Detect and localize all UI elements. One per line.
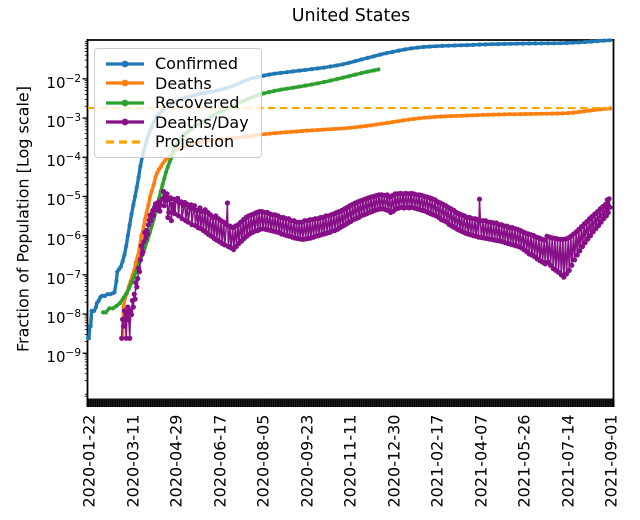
x-tick-label: 2020-08-05: [253, 414, 273, 508]
legend-entry-confirmed: Confirmed: [104, 54, 249, 74]
legend-entry-recovered: Recovered: [104, 93, 249, 113]
legend: Confirmed Deaths Recovered Deaths/Day Projec…: [94, 48, 262, 158]
y-tick-exponent: −4: [65, 151, 81, 164]
x-tick-label: 2021-05-26: [514, 414, 534, 508]
x-axis-tick-band: [86, 398, 615, 407]
legend-label: Recovered: [155, 93, 240, 113]
y-tick-exponent: −3: [65, 112, 81, 125]
deaths-day-series: [119, 188, 613, 341]
chart-title: United States: [291, 6, 411, 26]
legend-label: Confirmed: [155, 54, 239, 74]
y-tick-base: 10: [46, 152, 66, 171]
y-tick-base: 10: [46, 269, 66, 288]
deaths-series: [119, 106, 613, 341]
legend-entry-deaths: Deaths: [104, 74, 249, 94]
y-ticks: [82, 41, 87, 397]
x-tick-label: 2020-09-23: [297, 414, 316, 508]
y-tick-exponent: −9: [65, 347, 81, 360]
x-tick-label: 2020-01-22: [79, 414, 99, 508]
x-tick-label: 2020-12-30: [384, 414, 403, 508]
x-tick-label: 2020-06-17: [210, 414, 229, 508]
y-tick-label: 10−4: [0, 146, 81, 172]
line-marker-swatch: [106, 60, 144, 68]
legend-entry-deaths-day: Deaths/Day: [104, 113, 249, 133]
x-tick-label: 2021-04-07: [471, 414, 490, 508]
y-tick-exponent: −6: [65, 229, 81, 242]
legend-label: Deaths: [155, 73, 212, 93]
deaths-line: [119, 106, 612, 340]
y-tick-label: 10−5: [0, 185, 81, 211]
line-marker-swatch: [106, 118, 144, 126]
y-tick-label: 10−9: [0, 342, 81, 368]
legend-label: Deaths/Day: [155, 112, 249, 132]
y-tick-base: 10: [46, 113, 66, 132]
deaths-day-markers: [119, 188, 613, 341]
x-tick-label: 2021-09-01: [601, 414, 621, 508]
legend-label: Projection: [155, 132, 235, 152]
x-tick-label: 2020-04-29: [166, 414, 186, 508]
y-tick-base: 10: [46, 230, 66, 249]
y-tick-label: 10−2: [0, 68, 81, 94]
dashed-line-swatch: [106, 140, 144, 144]
y-tick-exponent: −5: [65, 190, 81, 203]
x-tick-label: 2020-03-11: [123, 414, 142, 508]
x-tick-label: 2021-07-14: [558, 414, 577, 508]
y-tick-base: 10: [46, 309, 66, 328]
legend-entry-projection: Projection: [104, 132, 249, 152]
line-marker-swatch: [106, 79, 144, 87]
line-marker-swatch: [106, 99, 144, 107]
y-tick-label: 10−8: [0, 303, 81, 329]
x-tick-label: 2020-11-11: [340, 414, 360, 508]
y-tick-label: 10−6: [0, 225, 81, 251]
y-tick-exponent: −7: [65, 268, 81, 281]
y-tick-exponent: −8: [65, 308, 81, 321]
axes-frame: [86, 39, 615, 407]
y-tick-base: 10: [46, 191, 66, 210]
y-tick-base: 10: [46, 348, 66, 367]
y-tick-label: 10−7: [0, 264, 81, 290]
y-tick-label: 10−3: [0, 107, 81, 133]
y-tick-base: 10: [46, 73, 66, 92]
x-tick-label: 2021-02-17: [427, 414, 447, 508]
y-tick-exponent: −2: [65, 72, 81, 85]
